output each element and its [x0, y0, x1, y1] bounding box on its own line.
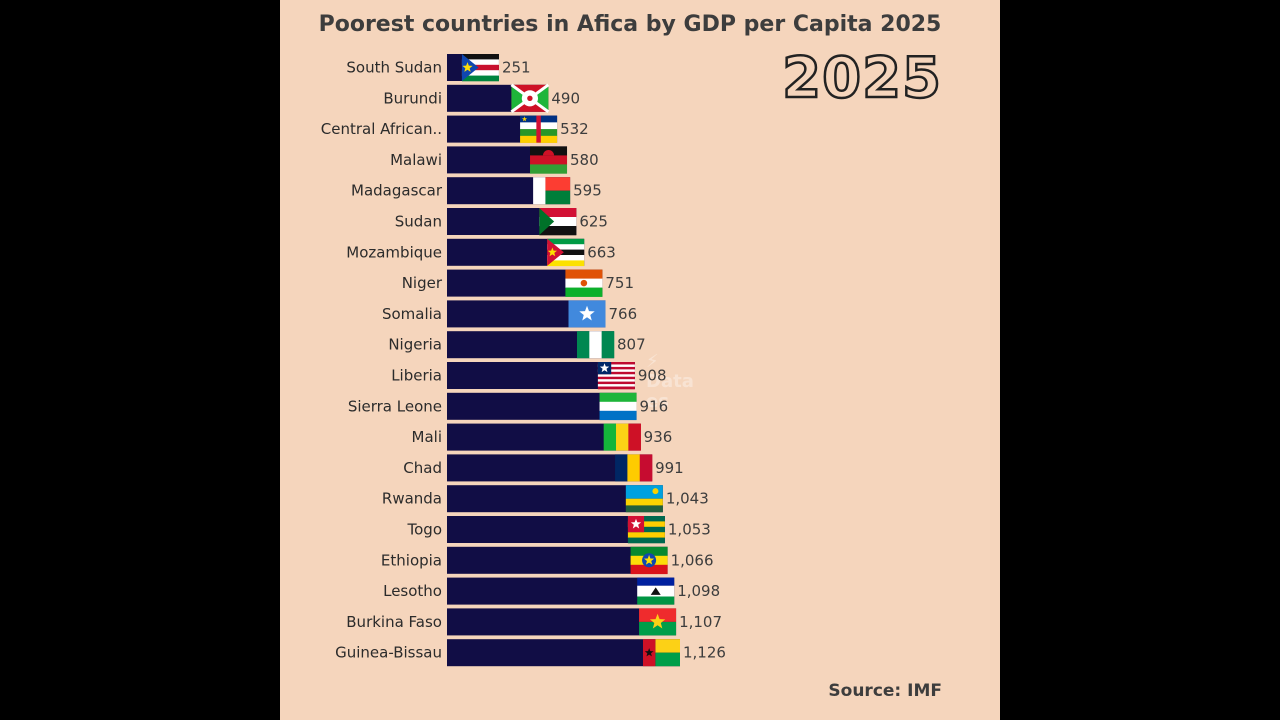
category-label: South Sudan [346, 59, 442, 77]
value-label: 936 [644, 428, 673, 446]
value-label: 751 [605, 274, 634, 292]
lesotho-flag [637, 577, 675, 605]
category-label: Lesotho [383, 582, 442, 600]
chart-title: Poorest countries in Afica by GDP per Ca… [318, 12, 942, 37]
bar-row: Chad 991 [403, 454, 684, 482]
value-label: 807 [617, 336, 646, 354]
mozambique-flag [547, 238, 585, 267]
bar-row: Liberia 908 [391, 362, 667, 390]
somalia-flag [568, 300, 606, 328]
car-flag [520, 115, 558, 143]
niger-flag [565, 269, 603, 297]
category-label: Chad [403, 459, 442, 477]
category-label: Central African.. [321, 120, 442, 138]
category-label: Burkina Faso [346, 613, 442, 631]
value-label: 766 [609, 305, 638, 323]
ethiopia-flag [630, 546, 668, 575]
category-label: Guinea-Bissau [335, 644, 442, 662]
rwanda-flag [625, 485, 663, 513]
year-label: 2025 [781, 45, 942, 113]
category-label: Madagascar [351, 182, 443, 200]
nigeria-flag [576, 331, 615, 359]
category-label: Togo [407, 521, 443, 539]
category-label: Burundi [383, 89, 442, 107]
watermark-logo: ⚡ Data es [646, 351, 694, 412]
togo-flag [627, 516, 665, 544]
bar-row: Niger 751 [402, 269, 634, 297]
guinea-bissau-flag [643, 639, 680, 667]
value-label: 532 [560, 120, 589, 138]
value-label: 1,098 [677, 582, 720, 600]
liberia-flag [597, 362, 635, 390]
chad-flag [615, 454, 653, 482]
value-label: 991 [655, 459, 684, 477]
burkina-faso-flag [639, 608, 677, 636]
chart-frame: Poorest countries in Afica by GDP per Ca… [280, 0, 1000, 720]
category-label: Sierra Leone [348, 397, 442, 415]
value-label: 1,107 [679, 613, 722, 631]
category-label: Malawi [390, 151, 442, 169]
mali-flag [603, 423, 641, 451]
bar [447, 608, 677, 636]
bar-row: Mozambique 663 [346, 238, 616, 267]
value-label: 1,066 [671, 551, 714, 569]
bar-row: Sierra Leone 916 [348, 392, 669, 421]
bar-row: Malawi 580 [390, 146, 599, 174]
bar-row: Somalia 766 [382, 300, 638, 328]
malawi-flag [530, 146, 568, 174]
bar-row: Sudan 625 [395, 208, 608, 236]
sudan-flag [539, 208, 577, 236]
bar-row: Lesotho 1,098 [383, 577, 720, 605]
value-label: 1,043 [666, 490, 709, 508]
bar-row: Burundi 490 [383, 83, 580, 114]
bar [447, 577, 675, 605]
bar-row: Central African.. 532 [321, 115, 589, 143]
burundi-flag [510, 83, 550, 114]
category-label: Nigeria [388, 336, 442, 354]
madagascar-flag [533, 177, 571, 205]
value-label: 1,053 [668, 521, 711, 539]
bar-row: Rwanda 1,043 [382, 485, 709, 513]
category-label: Liberia [391, 367, 442, 385]
bar-row: Guinea-Bissau 1,126 [335, 639, 726, 667]
value-label: 595 [573, 182, 602, 200]
bar-row: Mali 936 [412, 423, 673, 451]
value-label: 908 [638, 367, 667, 385]
value-label: 663 [587, 243, 616, 261]
bar-chart: South Sudan 251 Burundi 490 Central African.… [321, 54, 726, 667]
bar-row: Nigeria 807 [388, 331, 646, 359]
sierra-leone-flag [599, 392, 637, 421]
value-label: 916 [640, 397, 669, 415]
category-label: Ethiopia [381, 551, 442, 569]
value-label: 625 [579, 213, 608, 231]
category-label: Niger [402, 274, 443, 292]
value-label: 1,126 [683, 644, 726, 662]
category-label: Mozambique [346, 243, 442, 261]
bar-row: Togo 1,053 [407, 516, 711, 544]
category-label: Mali [412, 428, 442, 446]
category-label: Sudan [395, 213, 442, 231]
value-label: 490 [551, 89, 580, 107]
category-label: Somalia [382, 305, 442, 323]
value-label: 251 [502, 59, 531, 77]
bar-row: Ethiopia 1,066 [381, 546, 714, 575]
bar-row: South Sudan 251 [346, 54, 531, 82]
value-label: 580 [570, 151, 599, 169]
source-label: Source: IMF [828, 681, 942, 701]
category-label: Rwanda [382, 490, 442, 508]
bar-row: Madagascar 595 [351, 177, 602, 205]
bar-row: Burkina Faso 1,107 [346, 608, 722, 636]
south-sudan-flag [461, 54, 499, 82]
bar [447, 639, 680, 667]
